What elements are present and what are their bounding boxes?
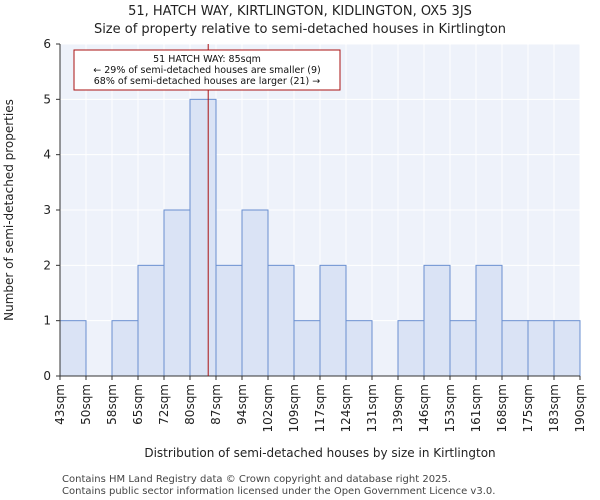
chart-title: 51, HATCH WAY, KIRTLINGTON, KIDLINGTON, …	[128, 4, 472, 19]
y-tick-label: 5	[43, 92, 51, 106]
x-tick-label: 117sqm	[313, 384, 327, 432]
x-tick-label: 146sqm	[417, 384, 431, 432]
footer-licence: Contains public sector information licen…	[62, 486, 496, 497]
x-tick-label: 72sqm	[157, 384, 171, 425]
y-tick-label: 0	[43, 369, 51, 383]
x-tick-label: 153sqm	[443, 384, 457, 432]
histogram-bar	[527, 320, 555, 377]
x-tick-label: 50sqm	[79, 384, 93, 425]
y-axis-label: Number of semi-detached properties	[2, 99, 16, 321]
y-tick-label: 2	[43, 258, 51, 272]
x-tick-label: 124sqm	[339, 384, 353, 432]
x-tick-label: 102sqm	[261, 384, 275, 432]
x-tick-label: 131sqm	[365, 384, 379, 432]
y-tick-label: 6	[43, 37, 51, 51]
histogram-bar	[59, 320, 87, 377]
annotation-box	[73, 49, 341, 91]
x-tick-label: 175sqm	[521, 384, 535, 432]
histogram-bar	[475, 264, 503, 377]
histogram-bar	[293, 320, 321, 377]
histogram-bar	[111, 320, 139, 377]
x-tick-label: 58sqm	[105, 384, 119, 425]
x-tick-label: 161sqm	[469, 384, 483, 432]
histogram-bar	[267, 264, 295, 377]
histogram-bar	[319, 264, 347, 377]
histogram-bar	[449, 320, 477, 377]
x-tick-label: 65sqm	[131, 384, 145, 425]
x-tick-label: 94sqm	[235, 384, 249, 425]
y-tick-label: 3	[43, 203, 51, 217]
histogram-bar	[553, 320, 581, 377]
annotation-title: 51 HATCH WAY: 85sqm	[153, 54, 261, 65]
histogram-bar	[423, 264, 451, 377]
histogram-bar	[241, 209, 269, 377]
x-tick-label: 43sqm	[53, 384, 67, 425]
x-tick-label: 183sqm	[547, 384, 561, 432]
x-tick-label: 80sqm	[183, 384, 197, 425]
footer-copyright: Contains HM Land Registry data © Crown c…	[62, 474, 451, 485]
x-tick-label: 168sqm	[495, 384, 509, 432]
x-tick-label: 139sqm	[391, 384, 405, 432]
x-tick-label: 190sqm	[573, 384, 587, 432]
histogram-bar	[163, 209, 191, 377]
annotation-smaller: ← 29% of semi-detached houses are smalle…	[93, 65, 321, 76]
x-axis-label: Distribution of semi-detached houses by …	[144, 446, 495, 460]
y-tick-label: 4	[43, 148, 51, 162]
chart-subtitle: Size of property relative to semi-detach…	[93, 22, 507, 37]
histogram-bar	[501, 320, 529, 377]
histogram-bar	[137, 264, 165, 377]
x-tick-label: 87sqm	[209, 384, 223, 425]
histogram-bar	[397, 320, 425, 377]
histogram-bar	[215, 264, 243, 377]
histogram-bar	[345, 320, 373, 377]
x-tick-label: 109sqm	[287, 384, 301, 432]
histogram-bar	[189, 98, 217, 377]
y-tick-label: 1	[43, 314, 51, 328]
annotation-larger: 68% of semi-detached houses are larger (…	[94, 76, 321, 87]
